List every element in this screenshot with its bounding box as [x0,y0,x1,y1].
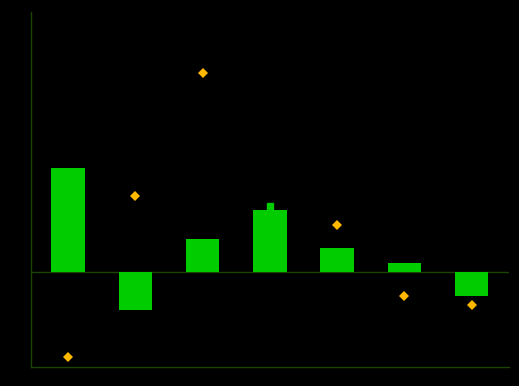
Bar [51,168,85,272]
Bar [320,248,354,272]
Bar [253,210,286,272]
Bar [455,272,488,296]
Bar [118,272,152,310]
Bar [186,239,220,272]
Bar [388,262,421,272]
